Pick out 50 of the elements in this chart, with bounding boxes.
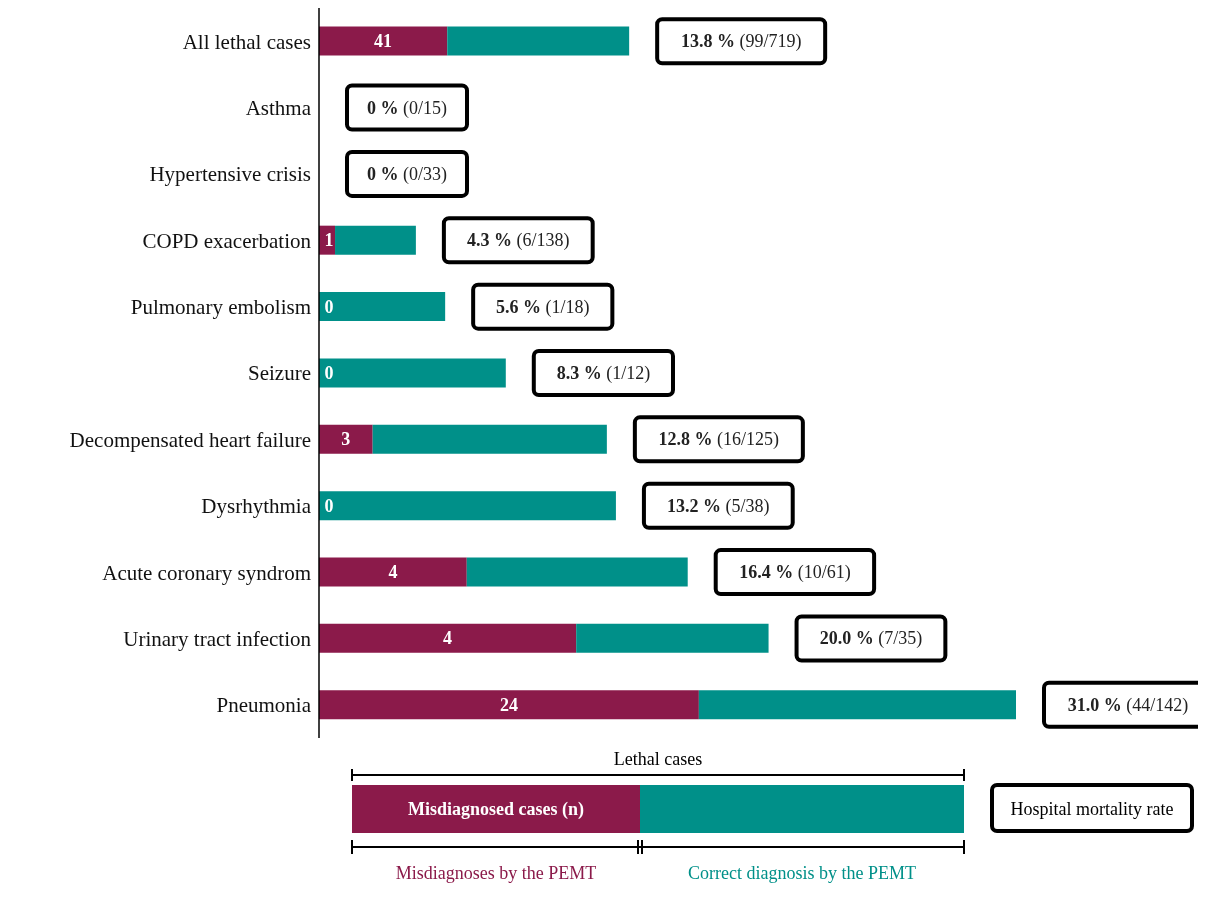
bar — [319, 690, 699, 720]
total-label: 4.3 % (6/138) — [467, 230, 570, 252]
y-tick-label: COPD exacerbation — [142, 228, 312, 253]
text: Lethal cases — [613, 749, 703, 769]
total-label: 13.2 % (5/38) — [667, 495, 770, 517]
y-tick-label: Pulmonary embolism — [130, 295, 311, 320]
y-tick-label: Decompensated heart failure — [69, 427, 311, 452]
bar — [319, 491, 616, 521]
bar — [319, 358, 506, 388]
y-tick-label: Pneumonia — [216, 693, 312, 718]
total-label: 0 % (0/33) — [367, 163, 447, 185]
bar — [319, 424, 373, 454]
bar — [466, 557, 688, 587]
total-label: 16.4 % (10/61) — [739, 562, 851, 584]
annotation: 4 — [388, 562, 398, 583]
total-label: 20.0 % (7/35) — [819, 628, 923, 650]
text: Correct diagnosis by the PEMT — [688, 863, 916, 883]
bar — [576, 623, 769, 653]
annotation: 1 — [324, 230, 334, 251]
bar — [319, 26, 448, 56]
bar — [319, 557, 467, 587]
annotation: 0 — [324, 495, 334, 516]
annotation: 24 — [499, 694, 518, 715]
y-tick-label: Urinary tract infection — [123, 626, 312, 651]
y-tick-label: Hypertensive crisis — [149, 162, 311, 187]
y-tick-label: Acute coronary syndrom — [102, 560, 311, 585]
total-label: 13.8 % (99/719) — [680, 31, 802, 53]
bar — [319, 292, 446, 322]
bar — [447, 26, 630, 56]
bar — [335, 225, 416, 255]
y-tick-label: Asthma — [245, 96, 312, 120]
annotation: 0 — [324, 363, 334, 383]
total-label: 5.6 % (1/18) — [496, 296, 590, 318]
total-label: 31.0 % (44/142) — [1067, 694, 1189, 716]
text: Misdiagnosed cases (n) — [407, 799, 585, 820]
text: Misdiagnoses by the PEMT — [395, 863, 597, 883]
bar — [372, 424, 607, 454]
total-label: 12.8 % (16/125) — [658, 429, 780, 451]
bar — [319, 623, 577, 653]
y-tick-label: Seizure — [248, 361, 311, 386]
text: Hospital mortality rate — [1010, 799, 1174, 819]
total-label: 8.3 % (1/12) — [556, 363, 651, 384]
bar — [698, 690, 1016, 720]
annotation: 41 — [374, 31, 393, 52]
y-tick-label: All lethal cases — [182, 29, 311, 54]
annotation: 3 — [341, 429, 351, 450]
annotation: 0 — [324, 296, 334, 317]
y-tick-label: Dysrhythmia — [201, 494, 312, 519]
total-label: 0 % (0/15) — [367, 97, 447, 119]
annotation: 4 — [443, 628, 453, 649]
